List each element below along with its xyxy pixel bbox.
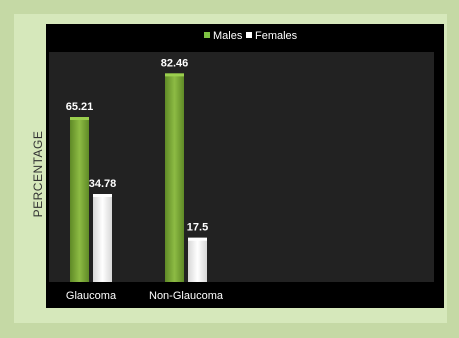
legend-label-males: Males: [213, 30, 243, 42]
bar-glaucoma-females: [93, 194, 112, 282]
bar-non-glaucoma-females: [188, 237, 207, 282]
legend-label-females: Females: [255, 30, 298, 42]
bar-glaucoma-males: [70, 117, 89, 282]
bar-non-glaucoma-males: [165, 73, 184, 283]
data-label-glaucoma-females: 34.78: [89, 178, 117, 190]
data-label-non-glaucoma-males: 82.46: [161, 57, 189, 69]
x-tick-label-non-glaucoma: Non-Glaucoma: [149, 290, 224, 302]
x-tick-label-glaucoma: Glaucoma: [66, 290, 117, 302]
bars-group: [70, 73, 207, 283]
bar-cap-non-glaucoma-males: [165, 73, 184, 77]
bar-cap-non-glaucoma-females: [188, 237, 207, 241]
data-label-non-glaucoma-females: 17.5: [187, 222, 208, 234]
legend-swatch-males: [204, 32, 210, 38]
labels-group: 65.21 34.78 Glaucoma 82.46 17.5 Non-Glaucoma: [66, 57, 224, 302]
bar-cap-glaucoma-females: [93, 194, 112, 198]
legend-swatch-females: [246, 32, 252, 38]
y-axis-label: PERCENTAGE: [31, 131, 45, 218]
data-label-glaucoma-males: 65.21: [66, 101, 94, 113]
legend: Males Females: [204, 30, 298, 42]
plot-area: [49, 52, 434, 282]
bar-cap-glaucoma-males: [70, 117, 89, 121]
